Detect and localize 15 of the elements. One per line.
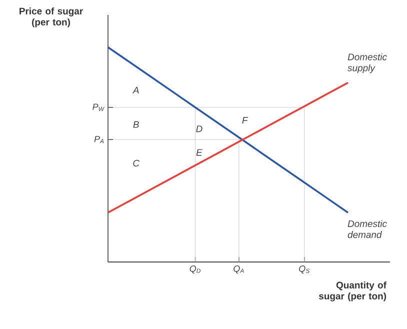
annotation: F (242, 116, 248, 124)
x-tick-label: Q$_{A}$ (234, 266, 244, 274)
x-tick-label: Q$_{D}$ (190, 266, 200, 274)
y-axis-title: Price of sugar (per ton) (20, 8, 83, 28)
annotation: C (133, 160, 140, 167)
series-label: Domestic demand (348, 220, 387, 238)
series-label: Domestic supply (348, 53, 387, 74)
annotation: D (196, 126, 202, 132)
x-axis-title: Quantity of sugar (per ton) (318, 282, 387, 302)
annotation: E (196, 149, 202, 156)
ref-line-label: P$_{A}$ (94, 136, 104, 144)
x-tick-label: Q$_{S}$ (299, 266, 310, 274)
annotation: B (133, 121, 139, 128)
ref-line-label: P$_{W}$ (92, 104, 104, 111)
annotation: A (132, 86, 139, 94)
